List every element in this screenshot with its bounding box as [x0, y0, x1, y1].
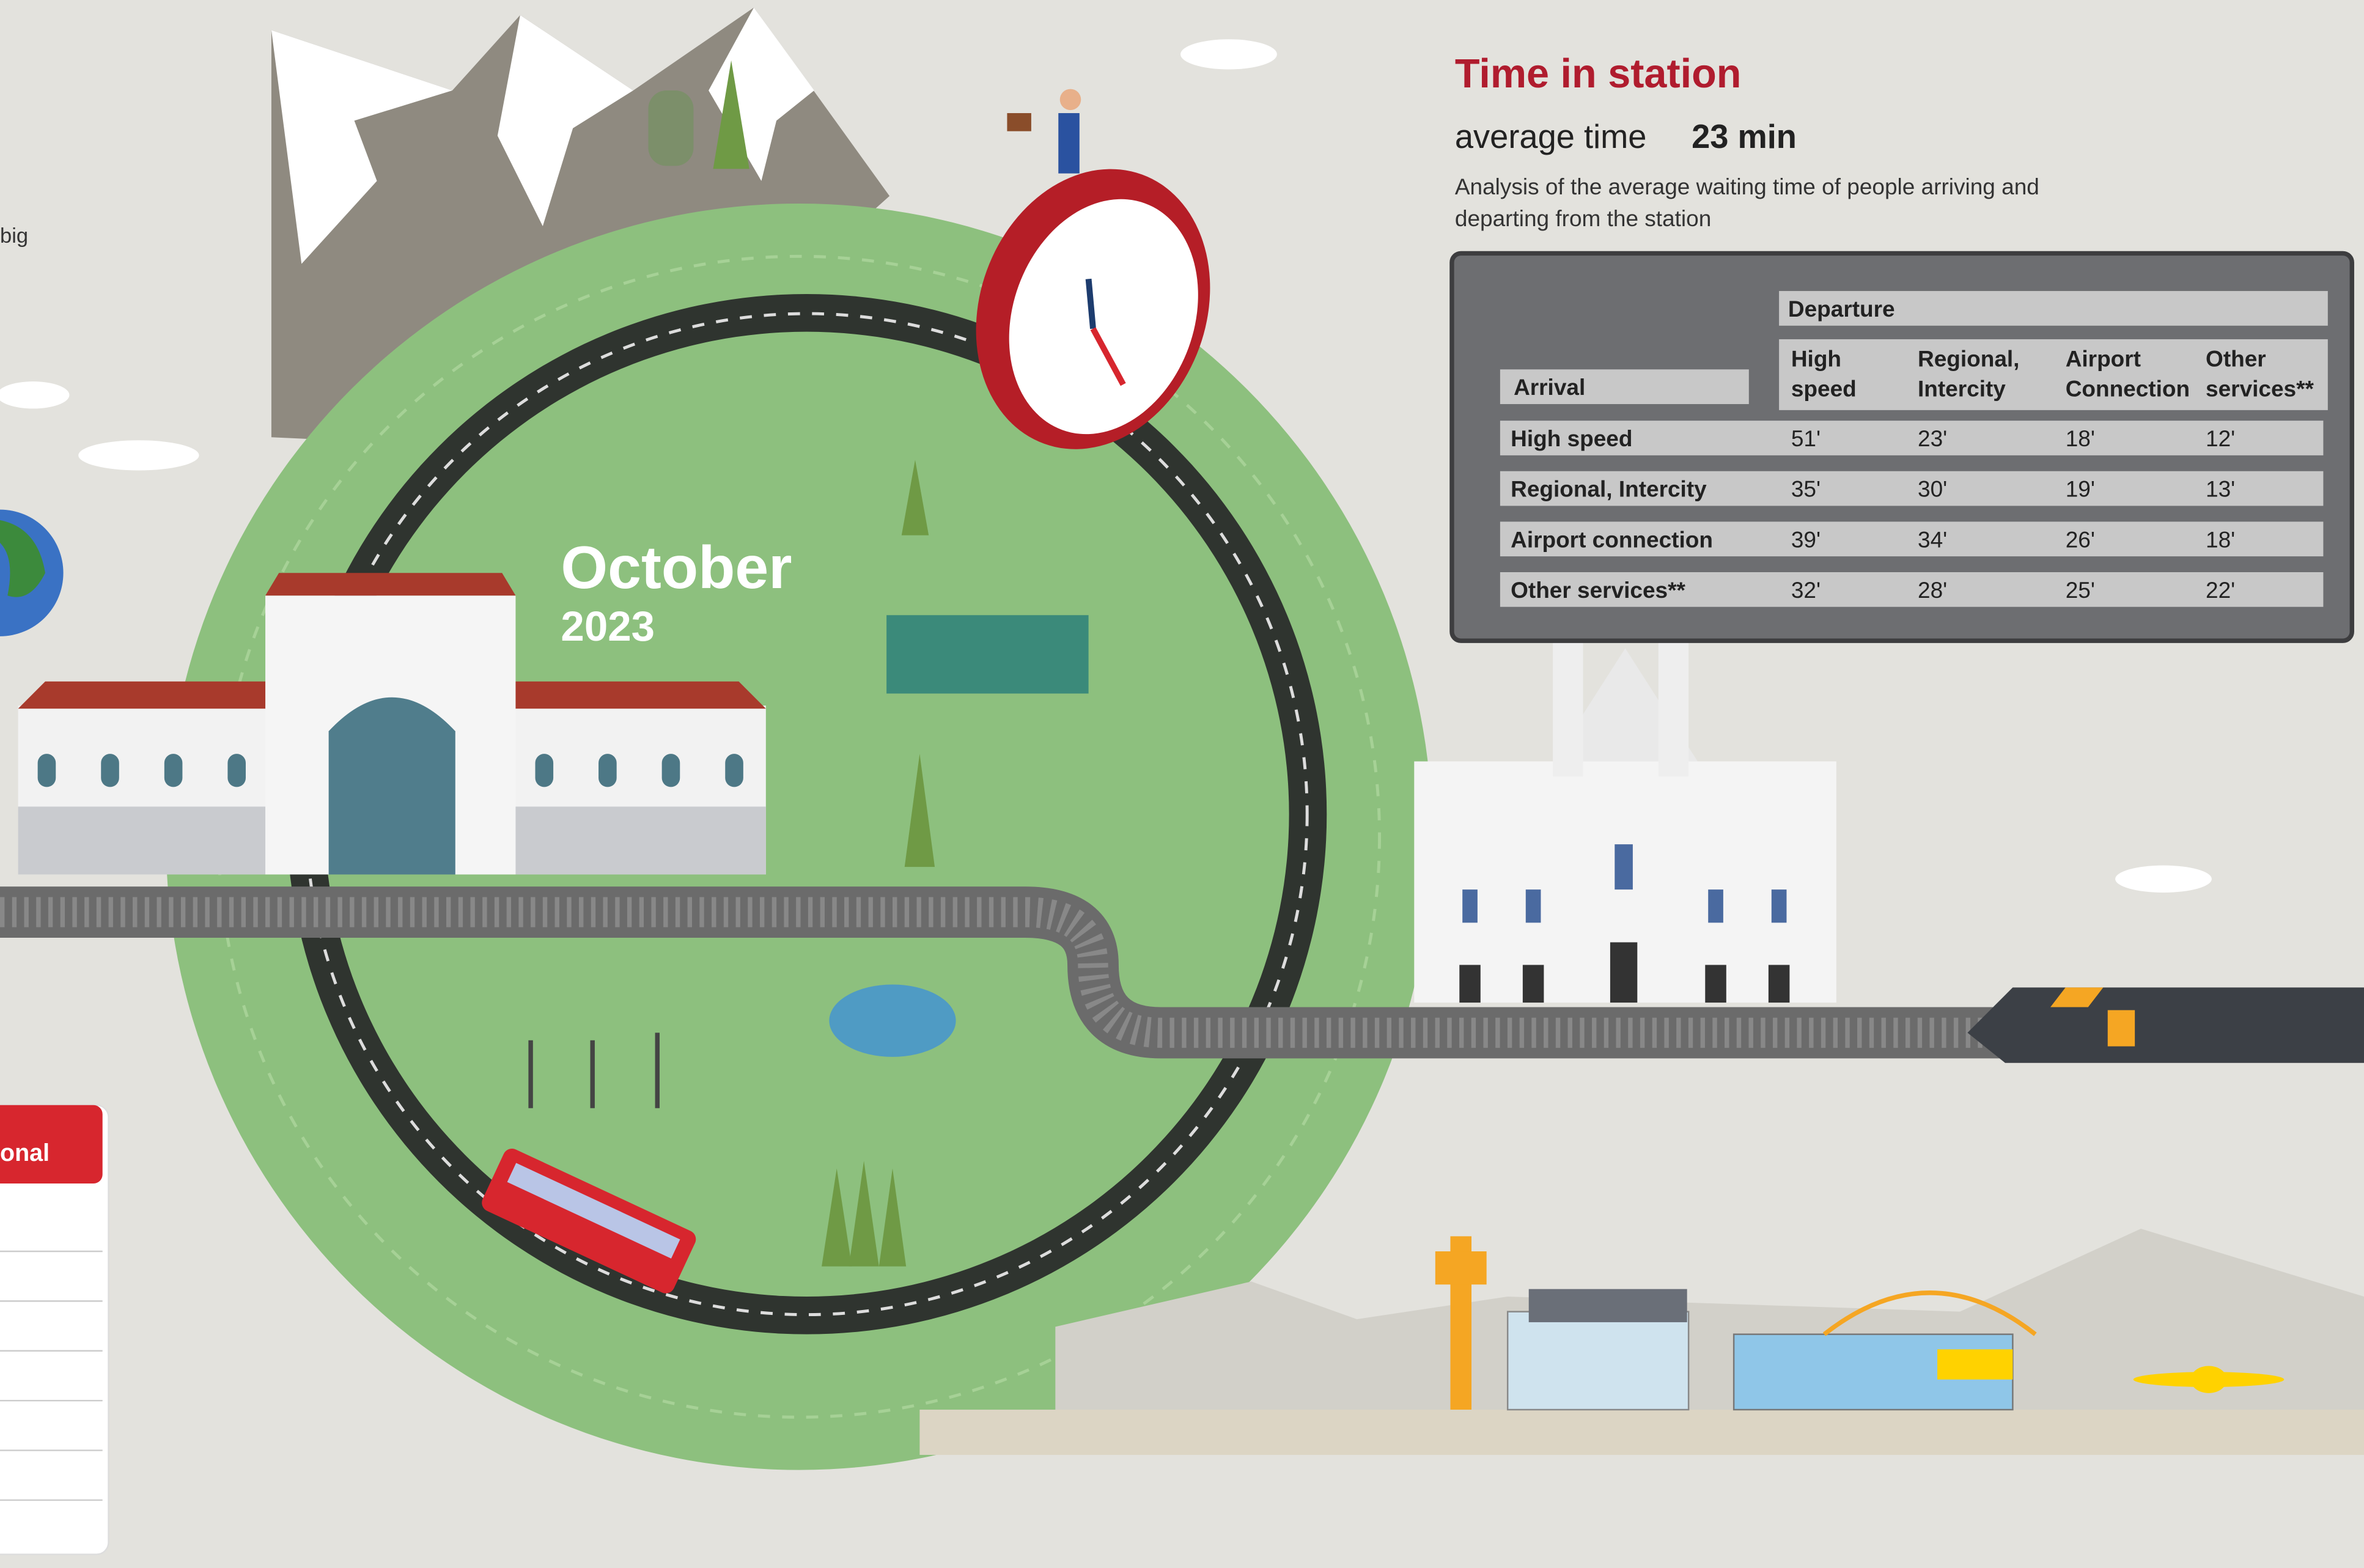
cell: 34'	[1918, 527, 1947, 552]
row-label: Other services**	[1511, 578, 1685, 603]
column-header: Airport	[2066, 346, 2141, 371]
cell: 19'	[2066, 477, 2095, 502]
average-value: 23 min	[1692, 119, 1797, 155]
pond	[829, 985, 956, 1057]
infographic: onal big October 2023 Time in station av…	[0, 0, 2364, 1568]
cell: 23'	[1918, 426, 1947, 451]
average-label: average time	[1455, 119, 1647, 155]
row-label: High speed	[1511, 426, 1632, 451]
cell: 22'	[2206, 578, 2235, 603]
column-header: Intercity	[1918, 377, 2006, 402]
column-header: Other	[2206, 346, 2266, 371]
page: onal big October 2023 Time in station av…	[0, 0, 2364, 1568]
row-header: Arrival	[1514, 375, 1585, 400]
hero-month: October	[561, 534, 792, 601]
column-header: Connection	[2066, 377, 2190, 402]
column-header: High	[1791, 346, 1841, 371]
cut-text: big	[0, 224, 28, 248]
description-line: departing from the station	[1455, 206, 1711, 231]
cell: 25'	[2066, 578, 2095, 603]
cell: 51'	[1791, 426, 1821, 451]
row-label: Airport connection	[1511, 527, 1713, 552]
hero-year: 2023	[561, 602, 655, 650]
cell: 12'	[2206, 426, 2235, 451]
description-line: Analysis of the average waiting time of …	[1455, 174, 2039, 199]
row-label: Regional, Intercity	[1511, 477, 1707, 502]
cell: 18'	[2206, 527, 2235, 552]
cell: 32'	[1791, 578, 1821, 603]
cell: 30'	[1918, 477, 1947, 502]
group-header: Departure	[1788, 296, 1895, 322]
column-header: speed	[1791, 377, 1857, 402]
cell: 28'	[1918, 578, 1947, 603]
cell: 13'	[2206, 477, 2235, 502]
calendar: onal	[0, 1105, 109, 1555]
train	[1967, 987, 2364, 1062]
building-park	[886, 615, 1088, 693]
cell: 18'	[2066, 426, 2095, 451]
cell: 39'	[1791, 527, 1821, 552]
cell: 35'	[1791, 477, 1821, 502]
calendar-label: onal	[0, 1139, 50, 1166]
column-header: services**	[2206, 377, 2314, 402]
column-header: Regional,	[1918, 346, 2019, 371]
cell: 26'	[2066, 527, 2095, 552]
panel-title: Time in station	[1455, 51, 1742, 97]
